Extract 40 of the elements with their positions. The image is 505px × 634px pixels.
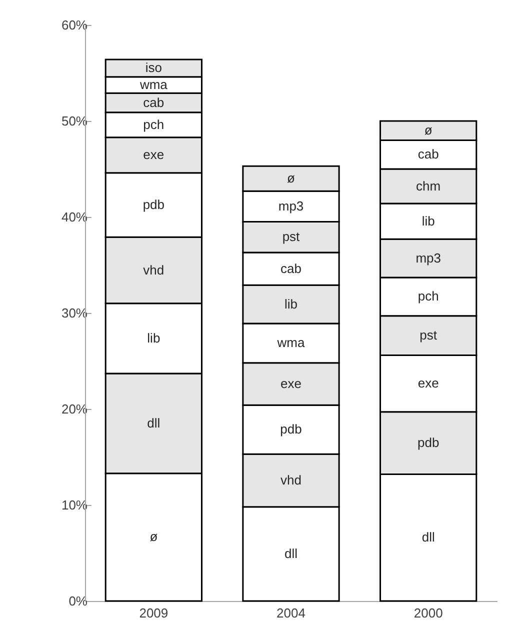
data-label: cab [143,94,164,110]
data-label: dll [284,546,298,561]
data-label: pst [282,229,300,244]
data-label: wma [276,335,306,350]
y-tick-label: 40% [61,210,88,224]
y-tick-label: 10% [61,498,88,512]
y-tick-label: 20% [61,402,88,416]
data-label: exe [280,376,302,392]
data-label: pdb [280,422,302,437]
y-tick-label: 50% [61,114,88,128]
data-label: exe [143,147,164,162]
data-label: dll [422,530,435,545]
data-label: pch [418,288,439,304]
data-label: wma [138,77,168,92]
data-label: chm [416,178,441,194]
y-tick-label: 0% [68,594,88,608]
data-label: cab [418,146,439,162]
x-tick-label: 2009 [139,606,168,620]
y-tick-label: 30% [61,306,88,320]
data-label: cab [280,260,302,276]
data-label: vhd [143,262,164,278]
data-label: ø [287,170,296,186]
data-label: pst [420,328,438,343]
data-label: vhd [280,472,302,488]
data-label: lib [422,213,435,228]
data-label: mp3 [416,250,441,266]
data-label: exe [418,376,439,391]
x-tick-label: 2004 [276,606,306,620]
data-label: dll [147,415,160,430]
data-label: ø [150,529,158,544]
y-tick-label: 60% [61,18,88,32]
data-label: pch [143,116,164,132]
data-label: lib [147,330,160,346]
data-label: iso [145,60,162,76]
data-label: ø [424,122,432,138]
data-label: pdb [417,435,440,450]
x-tick-label: 2000 [414,606,443,620]
data-label: lib [284,296,298,312]
data-label: mp3 [278,198,304,214]
data-label: pdb [142,197,165,212]
